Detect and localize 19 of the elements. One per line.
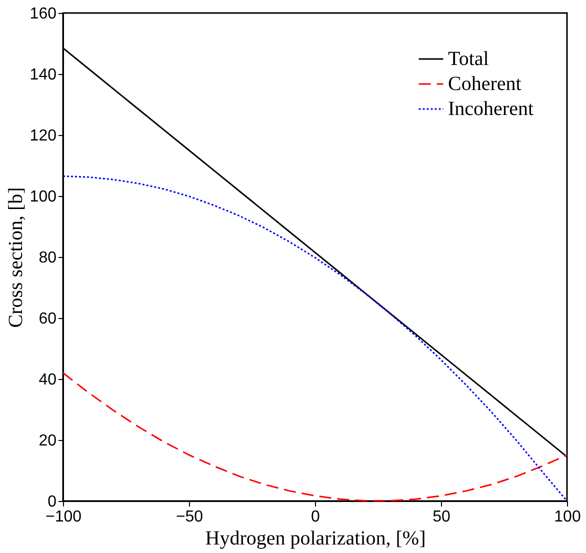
x-tick-label: −50 [176, 508, 204, 526]
y-tick-label: 120 [30, 128, 57, 144]
y-tick-label: 140 [30, 66, 57, 84]
y-tick-label: 80 [38, 250, 57, 266]
x-tick-label: 100 [554, 508, 581, 526]
x-tick-label: 0 [311, 508, 320, 526]
y-tick-label: 160 [30, 6, 57, 22]
legend-label: Total [448, 48, 490, 70]
y-tick-label: 40 [38, 372, 57, 388]
y-tick-label: 20 [38, 432, 57, 450]
x-axis-title: Hydrogen polarization, [%] [205, 528, 426, 550]
x-tick-label: −100 [45, 508, 82, 526]
y-tick-label: 60 [38, 310, 57, 328]
y-tick-label: 100 [30, 188, 57, 206]
x-tick-label: 50 [432, 508, 450, 526]
legend-label: Incoherent [448, 98, 534, 120]
y-axis-title: Cross section, [b] [4, 187, 27, 328]
legend-label: Coherent [448, 73, 522, 95]
y-tick-label: 0 [48, 494, 57, 510]
